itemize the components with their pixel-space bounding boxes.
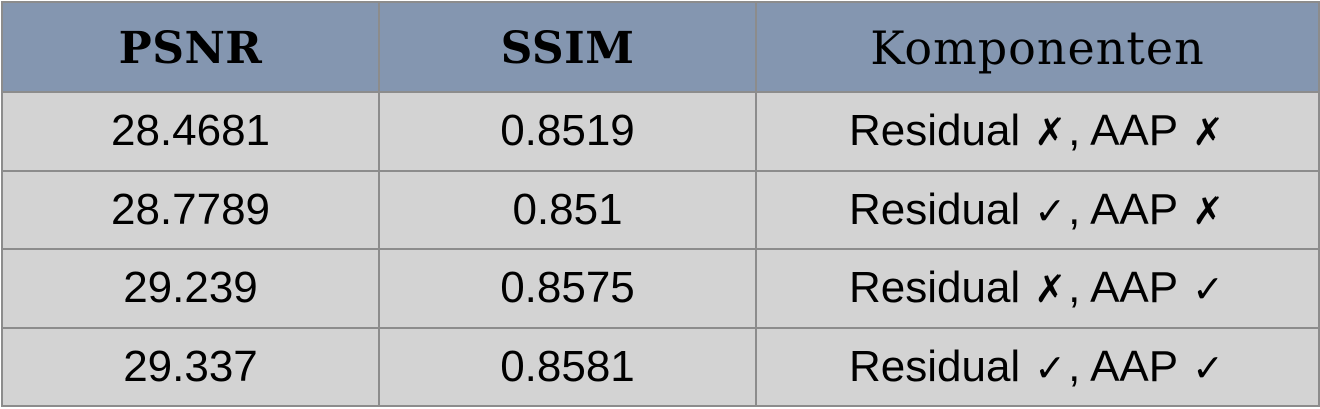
aap-label: , AAP bbox=[1068, 263, 1179, 313]
ssim-cell: 0.8575 bbox=[378, 248, 757, 329]
table-row: 28.4681 0.8519 Residual ✗, AAP ✗ bbox=[1, 91, 1320, 172]
check-icon: ✓ bbox=[1192, 267, 1224, 312]
table-header: PSNR SSIM Komponenten bbox=[1, 1, 1320, 93]
komponenten-cell: Residual ✗, AAP ✓ bbox=[755, 248, 1320, 329]
check-icon: ✓ bbox=[1192, 345, 1224, 390]
residual-label: Residual bbox=[849, 184, 1021, 234]
psnr-cell: 29.239 bbox=[1, 248, 380, 329]
ssim-cell: 0.8581 bbox=[378, 326, 757, 407]
residual-label: Residual bbox=[849, 341, 1021, 391]
table-row: 29.239 0.8575 Residual ✗, AAP ✓ bbox=[1, 248, 1320, 329]
ssim-cell: 0.851 bbox=[378, 169, 757, 250]
psnr-cell: 28.7789 bbox=[1, 169, 380, 250]
table-body: 28.4681 0.8519 Residual ✗, AAP ✗ 28.7789 0… bbox=[1, 91, 1320, 407]
header-ssim: SSIM bbox=[378, 1, 757, 93]
komponenten-cell: Residual ✓, AAP ✗ bbox=[755, 169, 1320, 250]
cross-icon: ✗ bbox=[1192, 188, 1224, 233]
komponenten-cell: Residual ✓, AAP ✓ bbox=[755, 326, 1320, 407]
table-row: 28.7789 0.851 Residual ✓, AAP ✗ bbox=[1, 169, 1320, 250]
header-row: PSNR SSIM Komponenten bbox=[1, 1, 1320, 93]
ssim-cell: 0.8519 bbox=[378, 91, 757, 172]
aap-label: , AAP bbox=[1068, 106, 1179, 156]
cross-icon: ✗ bbox=[1192, 110, 1224, 155]
check-icon: ✓ bbox=[1034, 188, 1067, 233]
psnr-cell: 28.4681 bbox=[1, 91, 380, 172]
aap-label: , AAP bbox=[1068, 341, 1179, 391]
cross-icon: ✗ bbox=[1034, 110, 1067, 155]
header-komponenten: Komponenten bbox=[755, 1, 1320, 93]
komponenten-cell: Residual ✗, AAP ✗ bbox=[755, 91, 1320, 172]
psnr-cell: 29.337 bbox=[1, 326, 380, 407]
aap-label: , AAP bbox=[1068, 184, 1179, 234]
cross-icon: ✗ bbox=[1034, 267, 1067, 312]
table-row: 29.337 0.8581 Residual ✓, AAP ✓ bbox=[1, 326, 1320, 407]
residual-label: Residual bbox=[849, 106, 1021, 156]
check-icon: ✓ bbox=[1034, 345, 1067, 390]
residual-label: Residual bbox=[849, 263, 1021, 313]
header-psnr: PSNR bbox=[1, 1, 380, 93]
